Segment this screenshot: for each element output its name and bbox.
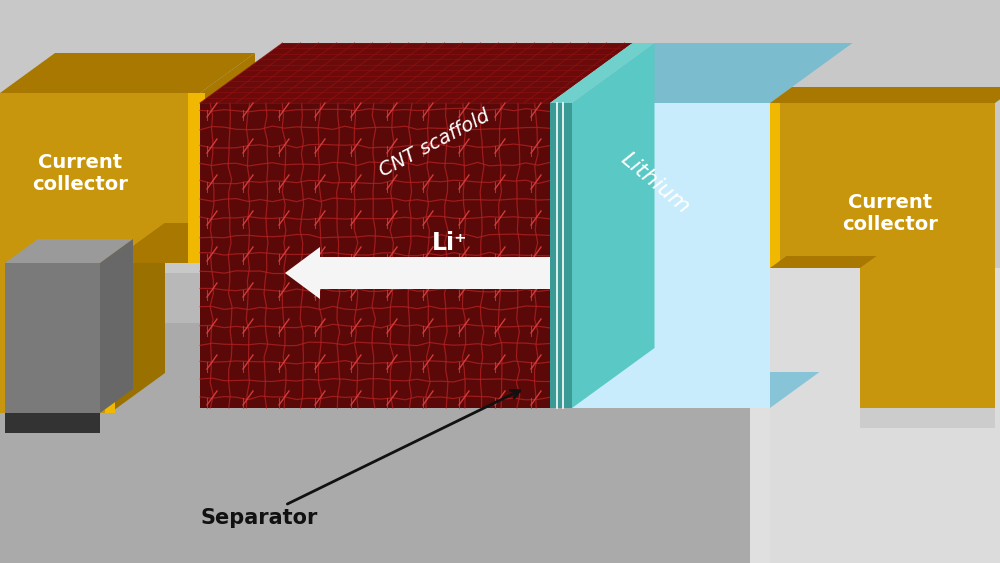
Polygon shape: [0, 283, 1000, 563]
Polygon shape: [550, 103, 572, 408]
Polygon shape: [860, 268, 995, 408]
Polygon shape: [200, 103, 550, 408]
Polygon shape: [110, 223, 165, 413]
Polygon shape: [110, 223, 255, 263]
Text: Current
collector: Current collector: [32, 153, 128, 194]
Polygon shape: [5, 263, 100, 413]
Text: Separator: Separator: [200, 391, 520, 528]
Polygon shape: [770, 256, 876, 268]
Polygon shape: [770, 268, 1000, 563]
Polygon shape: [770, 103, 780, 268]
Polygon shape: [750, 313, 1000, 563]
Polygon shape: [0, 93, 200, 413]
Polygon shape: [572, 43, 852, 103]
Polygon shape: [0, 0, 1000, 283]
Polygon shape: [200, 378, 591, 408]
Polygon shape: [0, 273, 1000, 323]
Polygon shape: [550, 43, 654, 103]
Text: Current
collector: Current collector: [842, 193, 938, 234]
Polygon shape: [572, 103, 770, 408]
Text: CNT scaffold: CNT scaffold: [376, 106, 494, 180]
Polygon shape: [200, 43, 633, 103]
Polygon shape: [860, 408, 995, 428]
Polygon shape: [100, 239, 133, 413]
Polygon shape: [200, 53, 255, 263]
Polygon shape: [5, 408, 100, 433]
Polygon shape: [188, 93, 200, 263]
Text: Li⁺: Li⁺: [432, 231, 468, 255]
Polygon shape: [105, 263, 115, 413]
Polygon shape: [0, 53, 255, 93]
Polygon shape: [5, 239, 133, 263]
Polygon shape: [770, 103, 995, 408]
Polygon shape: [572, 43, 654, 408]
Text: Lithium: Lithium: [617, 149, 693, 217]
Polygon shape: [770, 87, 1000, 103]
Polygon shape: [195, 93, 205, 263]
Polygon shape: [572, 372, 820, 408]
FancyArrow shape: [285, 247, 550, 299]
